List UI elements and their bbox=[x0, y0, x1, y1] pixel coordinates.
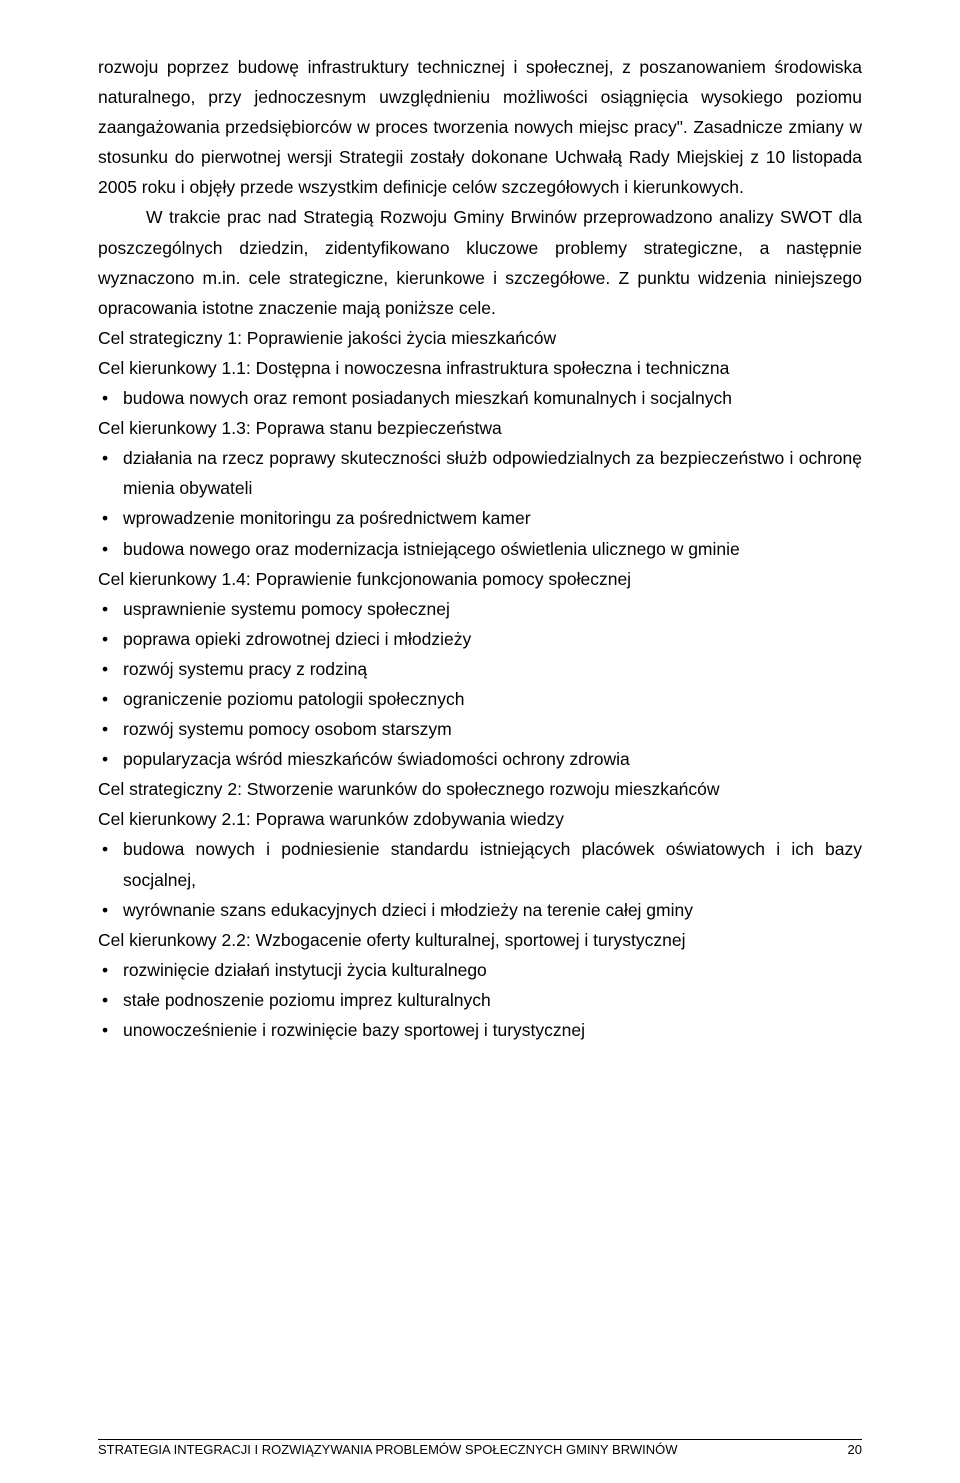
document-page: rozwoju poprzez budowę infrastruktury te… bbox=[0, 0, 960, 1483]
cel-kierunkowy-1-4: Cel kierunkowy 1.4: Poprawienie funkcjon… bbox=[98, 564, 862, 594]
list-item: unowocześnienie i rozwinięcie bazy sport… bbox=[98, 1015, 862, 1045]
list-item: wyrównanie szans edukacyjnych dzieci i m… bbox=[98, 895, 862, 925]
body-text-block: rozwoju poprzez budowę infrastruktury te… bbox=[98, 52, 862, 323]
paragraph-2: W trakcie prac nad Strategią Rozwoju Gmi… bbox=[98, 202, 862, 322]
page-footer: STRATEGIA INTEGRACJI I ROZWIĄZYWANIA PRO… bbox=[98, 1439, 862, 1457]
list-item: budowa nowych i podniesienie standardu i… bbox=[98, 834, 862, 894]
bullets-2-1: budowa nowych i podniesienie standardu i… bbox=[98, 834, 862, 924]
cel-kierunkowy-1-1: Cel kierunkowy 1.1: Dostępna i nowoczesn… bbox=[98, 353, 862, 383]
list-item: rozwinięcie działań instytucji życia kul… bbox=[98, 955, 862, 985]
list-item: usprawnienie systemu pomocy społecznej bbox=[98, 594, 862, 624]
footer-page-number: 20 bbox=[848, 1442, 862, 1457]
bullets-1-3: działania na rzecz poprawy skuteczności … bbox=[98, 443, 862, 563]
cel-kierunkowy-2-1: Cel kierunkowy 2.1: Poprawa warunków zdo… bbox=[98, 804, 862, 834]
list-item: ograniczenie poziomu patologii społeczny… bbox=[98, 684, 862, 714]
list-item: popularyzacja wśród mieszkańców świadomo… bbox=[98, 744, 862, 774]
bullets-1-4: usprawnienie systemu pomocy społecznej p… bbox=[98, 594, 862, 775]
list-item: rozwój systemu pracy z rodziną bbox=[98, 654, 862, 684]
list-item: budowa nowego oraz modernizacja istnieją… bbox=[98, 534, 862, 564]
cel-strategiczny-2: Cel strategiczny 2: Stworzenie warunków … bbox=[98, 774, 862, 804]
cel-strategiczny-1: Cel strategiczny 1: Poprawienie jakości … bbox=[98, 323, 862, 353]
list-item: wprowadzenie monitoringu za pośrednictwe… bbox=[98, 503, 862, 533]
paragraph-1: rozwoju poprzez budowę infrastruktury te… bbox=[98, 52, 862, 202]
footer-rule bbox=[98, 1439, 862, 1440]
footer-title: STRATEGIA INTEGRACJI I ROZWIĄZYWANIA PRO… bbox=[98, 1442, 678, 1457]
list-item: stałe podnoszenie poziomu imprez kultura… bbox=[98, 985, 862, 1015]
bullets-2-2: rozwinięcie działań instytucji życia kul… bbox=[98, 955, 862, 1045]
list-item: rozwój systemu pomocy osobom starszym bbox=[98, 714, 862, 744]
cel-kierunkowy-1-3: Cel kierunkowy 1.3: Poprawa stanu bezpie… bbox=[98, 413, 862, 443]
cel-kierunkowy-2-2: Cel kierunkowy 2.2: Wzbogacenie oferty k… bbox=[98, 925, 862, 955]
list-item: działania na rzecz poprawy skuteczności … bbox=[98, 443, 862, 503]
bullets-1-1: budowa nowych oraz remont posiadanych mi… bbox=[98, 383, 862, 413]
list-item: budowa nowych oraz remont posiadanych mi… bbox=[98, 383, 862, 413]
list-item: poprawa opieki zdrowotnej dzieci i młodz… bbox=[98, 624, 862, 654]
footer-row: STRATEGIA INTEGRACJI I ROZWIĄZYWANIA PRO… bbox=[98, 1442, 862, 1457]
